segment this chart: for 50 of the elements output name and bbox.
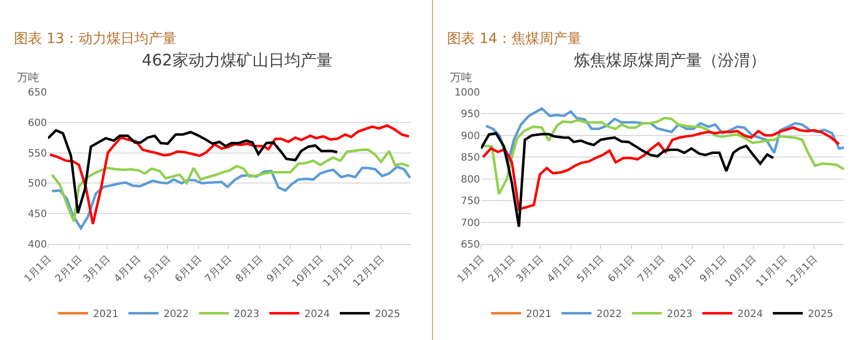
x-tick-label: 6月1日 xyxy=(606,254,638,285)
x-tick-label: 1月1日 xyxy=(456,254,487,285)
line-series xyxy=(482,116,844,196)
y-tick-label: 600 xyxy=(28,118,47,129)
y-tick-label: 450 xyxy=(28,209,47,220)
chart-title: 炼焦煤原煤周产量（汾渭） xyxy=(574,50,766,70)
y-tick-label: 950 xyxy=(460,109,480,120)
y-tick-label: 750 xyxy=(460,196,480,208)
legend-label: 2024 xyxy=(304,309,330,320)
x-tick-label: 7月1日 xyxy=(203,254,234,285)
y-tick-label: 850 xyxy=(460,152,480,164)
legend-label: 2025 xyxy=(808,309,834,320)
y-tick-label: 650 xyxy=(460,240,480,250)
legend-label: 2023 xyxy=(666,309,692,320)
x-tick-label: 8月1日 xyxy=(667,254,698,285)
y-tick-label: 550 xyxy=(28,148,47,160)
x-tick-label: 4月1日 xyxy=(545,254,576,285)
x-tick-label: 8月1日 xyxy=(234,254,266,285)
y-tick-label: 900 xyxy=(460,130,480,142)
text: 图表 14：焦煤周产量 xyxy=(447,31,582,47)
legend-label: 2023 xyxy=(234,309,260,320)
y-tick-label: 800 xyxy=(460,174,480,186)
legend-label: 2021 xyxy=(526,309,552,320)
y-tick-label: 700 xyxy=(460,218,480,229)
line-series xyxy=(482,126,840,211)
x-tick-label: 5月1日 xyxy=(142,254,174,285)
line-series xyxy=(48,124,410,226)
x-tick-label: 5月1日 xyxy=(575,254,606,285)
x-tick-label: 4月1日 xyxy=(112,254,144,285)
x-tick-label: 7月1日 xyxy=(636,254,668,285)
chart-title: 462家动力煤矿山日均产量 xyxy=(142,50,332,70)
line-series xyxy=(481,132,774,228)
line-series xyxy=(48,129,338,214)
legend-label: 2021 xyxy=(93,309,118,320)
x-tick-label: 6月1日 xyxy=(173,254,204,285)
x-tick-label: 3月1日 xyxy=(514,254,546,285)
y-tick-label: 500 xyxy=(28,178,47,190)
text: 图表 13：动力煤日均产量 xyxy=(14,31,176,47)
legend-label: 2025 xyxy=(374,309,400,320)
y-tick-label: 400 xyxy=(28,240,47,250)
y-tick-label: 1000 xyxy=(454,88,480,98)
legend-label: 2022 xyxy=(163,309,189,320)
x-tick-label: 3月1日 xyxy=(82,254,112,285)
legend-label: 2022 xyxy=(596,309,622,320)
y-tick-label: 650 xyxy=(28,88,47,98)
y-axis-title: 万吨 xyxy=(450,71,472,84)
y-axis-title: 万吨 xyxy=(17,71,39,84)
x-tick-label: 1月1日 xyxy=(22,254,54,285)
line-series xyxy=(50,148,410,223)
legend-label: 2024 xyxy=(737,309,763,320)
